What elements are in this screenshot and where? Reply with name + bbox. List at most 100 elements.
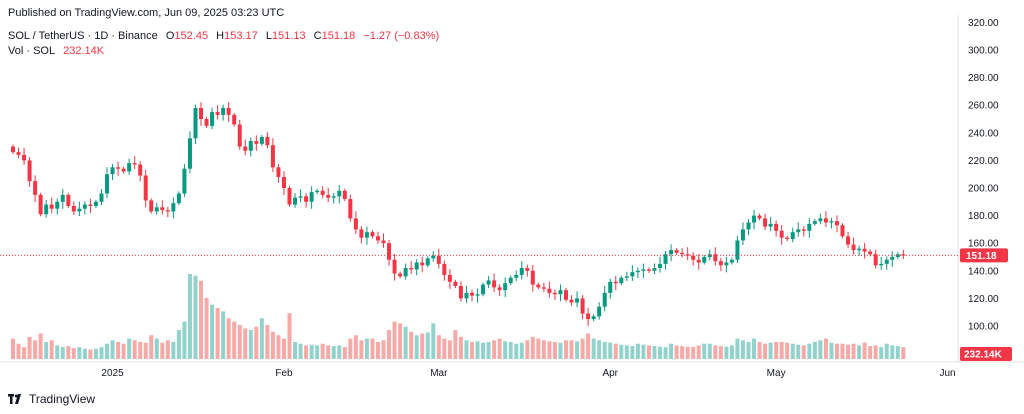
volume-bar <box>901 347 906 359</box>
volume-bar <box>165 340 170 359</box>
legend-symbol[interactable]: SOL / TetherUS · 1D · Binance <box>8 30 158 42</box>
candle-body <box>630 272 635 277</box>
candle-body <box>790 232 795 240</box>
volume-bar <box>735 338 740 359</box>
volume-bar <box>298 343 303 359</box>
candle-body <box>707 254 712 257</box>
volume-bar <box>685 346 690 359</box>
volume-bar <box>154 338 159 359</box>
candle-body <box>868 251 873 255</box>
volume-bar <box>779 342 784 359</box>
candle-body <box>38 194 43 215</box>
candle-body <box>293 197 298 205</box>
legend-row-ohlc: SOL / TetherUS · 1D · Binance O152.45 H1… <box>8 30 439 42</box>
last-price-tag-label: 151.18 <box>966 251 997 262</box>
legend-close-label: C <box>313 30 322 42</box>
candle-body <box>696 259 701 263</box>
candle-body <box>746 222 751 230</box>
volume-bar <box>575 341 580 359</box>
y-tick-label: 140.00 <box>968 266 999 277</box>
published-caption: Published on TradingView.com, Jun 09, 20… <box>8 7 285 19</box>
volume-bar <box>635 343 640 359</box>
volume-bar <box>796 344 801 359</box>
volume-bar <box>569 340 574 359</box>
candle-body <box>641 269 646 271</box>
legend-row-volume: Vol · SOL 232.14K <box>8 45 104 57</box>
volume-bar <box>248 330 253 359</box>
candle-body <box>702 257 707 263</box>
candle-body <box>635 270 640 273</box>
volume-bar <box>823 338 828 359</box>
volume-bar <box>812 342 817 359</box>
volume-bar <box>680 346 685 359</box>
candle-body <box>552 292 557 295</box>
volume-bar <box>182 321 187 359</box>
volume-bar <box>364 338 369 359</box>
volume-bar <box>547 341 552 359</box>
volume-bar <box>713 345 718 359</box>
candle-body <box>49 204 54 209</box>
x-tick-label: Mar <box>430 368 448 379</box>
volume-bar <box>652 346 657 359</box>
volume-bar <box>624 345 629 359</box>
volume-bar <box>884 343 889 359</box>
candle-body <box>829 221 834 223</box>
candle-body <box>55 201 60 209</box>
volume-bar <box>259 318 264 359</box>
volume-bar <box>464 340 469 359</box>
candle-body <box>44 204 49 215</box>
volume-bar <box>121 343 126 359</box>
candle-body <box>243 146 248 151</box>
candle-body <box>718 261 723 266</box>
candle-body <box>187 138 192 169</box>
volume-bar <box>93 348 98 359</box>
candle-body <box>464 292 469 299</box>
candle-body <box>259 136 264 144</box>
legend-open-value: 152.45 <box>174 30 209 42</box>
volume-bar <box>790 343 795 359</box>
candle-body <box>740 229 745 241</box>
candle-body <box>812 221 817 224</box>
candle-body <box>569 299 574 303</box>
volume-bar <box>326 345 331 359</box>
volume-bar <box>431 323 436 359</box>
candle-body <box>652 268 657 271</box>
candle-body <box>270 145 275 168</box>
candle-body <box>658 263 663 269</box>
volume-bar <box>11 338 15 359</box>
candle-body <box>127 163 132 172</box>
volume-bar <box>564 340 568 359</box>
legend-close-value: 151.18 <box>321 30 356 42</box>
candle-body <box>624 276 629 278</box>
y-tick-label: 320.00 <box>968 18 999 29</box>
candle-body <box>105 174 110 194</box>
candle-body <box>785 237 790 240</box>
volume-bar <box>486 342 491 359</box>
volume-bar <box>221 311 226 359</box>
volume-bar <box>503 341 508 359</box>
candle-body <box>33 181 38 195</box>
volume-bar <box>580 338 585 359</box>
candle-body <box>414 262 419 270</box>
candle-body <box>558 290 563 295</box>
volume-bar <box>105 343 110 359</box>
volume-bar <box>558 342 563 359</box>
candle-body <box>884 259 889 264</box>
candle-body <box>22 154 27 161</box>
candle-body <box>403 268 408 277</box>
volume-bar <box>890 345 895 359</box>
candle-body <box>381 240 386 244</box>
candle-body <box>392 259 397 274</box>
volume-bar <box>204 297 209 359</box>
volume-bar <box>160 342 165 359</box>
volume-bar <box>387 330 392 359</box>
candle-body <box>846 236 851 245</box>
volume-bar <box>619 344 624 359</box>
candle-body <box>497 287 502 291</box>
volume-bar <box>49 340 54 359</box>
y-tick-label: 280.00 <box>968 73 999 84</box>
legend-volume-label[interactable]: Vol · SOL <box>8 45 56 57</box>
volume-bar <box>27 336 32 359</box>
volume-bar <box>232 321 237 359</box>
